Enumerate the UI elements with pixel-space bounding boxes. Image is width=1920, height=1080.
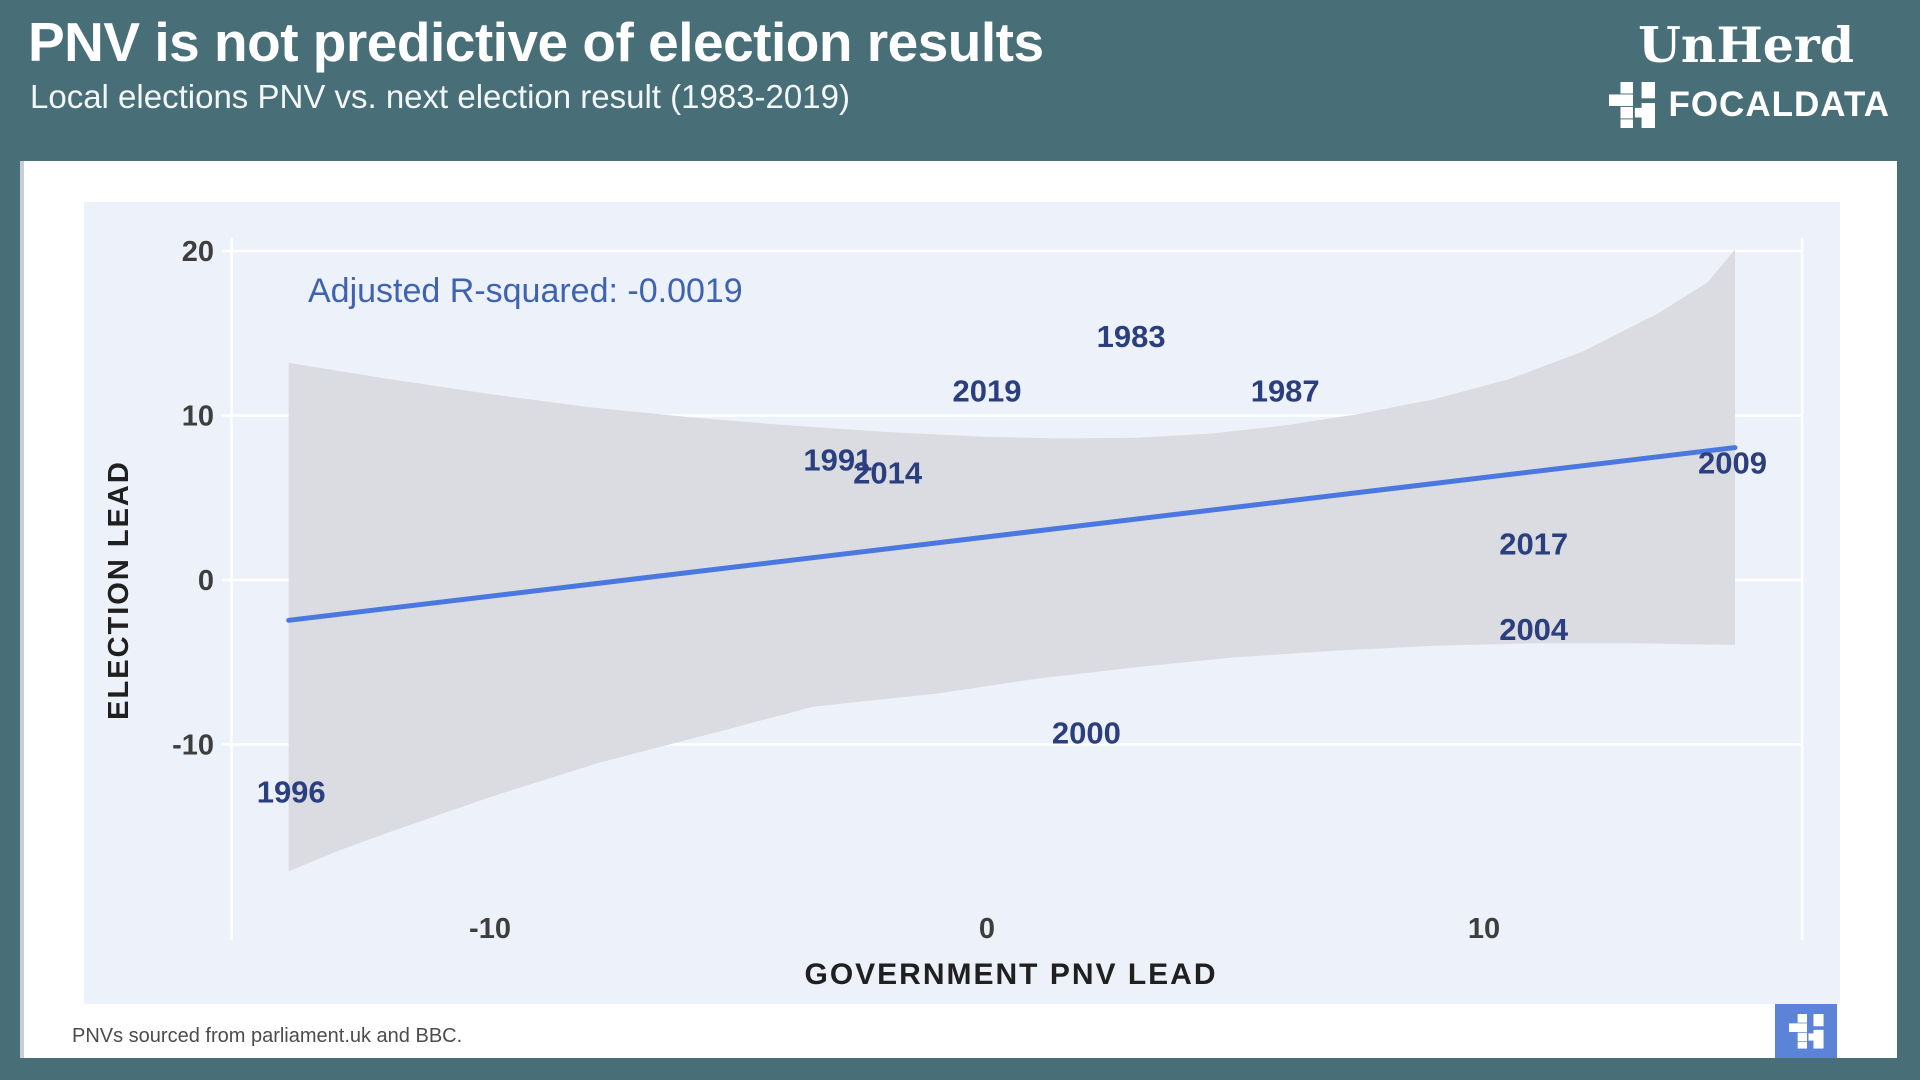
source-note: PNVs sourced from parliament.uk and BBC. (72, 1025, 463, 1047)
r-squared-annotation: Adjusted R-squared: -0.0019 (308, 272, 743, 310)
data-point-label-1991: 1991 (803, 442, 872, 477)
data-point-label-2009: 2009 (1698, 446, 1767, 481)
scatter-chart: 20 10 0 -10 Adjusted R-squared: -0.0019 1983 1… (103, 236, 1804, 991)
ytick--10: -10 (172, 730, 214, 762)
x-axis-title: GOVERNMENT PNV LEAD (804, 958, 1217, 991)
data-point-label-2017: 2017 (1499, 526, 1568, 561)
data-point-label-2004: 2004 (1499, 612, 1569, 647)
y-axis-title: ELECTION LEAD (103, 460, 135, 720)
focaldata-logo: FOCALDATA (1609, 82, 1890, 128)
focaldata-wordmark: FOCALDATA (1668, 85, 1890, 124)
ytick-0: 0 (198, 565, 214, 597)
chart-card: 20 10 0 -10 Adjusted R-squared: -0.0019 1983 1… (20, 161, 1897, 1058)
confidence-band (288, 249, 1736, 872)
xtick--10: -10 (469, 913, 511, 945)
page-title: PNV is not predictive of election result… (28, 11, 1044, 73)
unherd-logo: UnHerd (1638, 16, 1854, 74)
data-point-label-2019: 2019 (953, 373, 1022, 408)
xtick-10: 10 (1468, 913, 1500, 945)
xtick-0: 0 (979, 913, 995, 945)
header: PNV is not predictive of election result… (0, 0, 1920, 161)
focaldata-icon (1609, 82, 1656, 128)
focaldata-tile (1775, 1004, 1837, 1058)
plot-area: 20 10 0 -10 Adjusted R-squared: -0.0019 1983 1… (84, 202, 1840, 1004)
page-subtitle: Local elections PNV vs. next election re… (30, 78, 850, 115)
ytick-20: 20 (182, 236, 214, 268)
data-point-label-1983: 1983 (1097, 319, 1166, 354)
data-point-label-1996: 1996 (257, 775, 326, 810)
focaldata-tile-icon (1775, 1004, 1837, 1058)
data-point-label-2000: 2000 (1052, 715, 1121, 750)
data-point-label-2014: 2014 (853, 456, 923, 491)
ytick-10: 10 (182, 401, 214, 433)
data-point-label-1987: 1987 (1251, 373, 1320, 408)
trendline (286, 445, 1738, 623)
